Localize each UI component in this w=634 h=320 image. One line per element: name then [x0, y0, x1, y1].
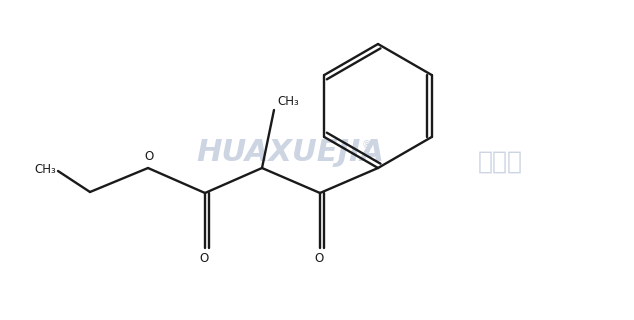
- Text: CH₃: CH₃: [34, 163, 56, 175]
- Text: 化学加: 化学加: [477, 150, 522, 174]
- Text: CH₃: CH₃: [277, 95, 299, 108]
- Text: O: O: [314, 252, 323, 265]
- Text: HUAXUEJIA: HUAXUEJIA: [196, 138, 384, 166]
- Text: ®: ®: [362, 140, 372, 150]
- Text: O: O: [145, 150, 153, 163]
- Text: O: O: [199, 252, 209, 265]
